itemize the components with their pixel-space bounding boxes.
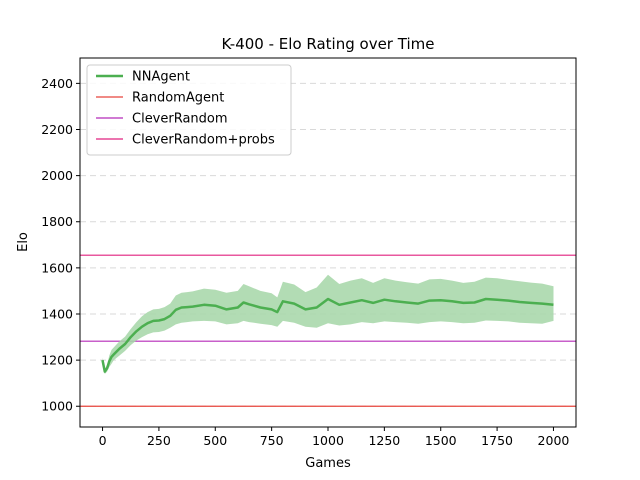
legend-entry-cleverrandom-probs: CleverRandom+probs (96, 133, 275, 148)
axis-ticks: 1000 1200 1400 1600 1800 2000 2200 2400 0 250 500 7… (41, 76, 569, 448)
legend-entry-nnagent: NNAgent (96, 70, 190, 85)
series-line-nnagent (101, 297, 554, 373)
y-tick-label: 1400 (41, 306, 73, 321)
legend-label: CleverRandom (132, 112, 228, 127)
y-tick-label: 2200 (41, 122, 73, 137)
series-layer (101, 274, 554, 374)
x-tick-label: 250 (147, 433, 171, 448)
x-tick-label: 2000 (538, 433, 570, 448)
y-tick-label: 1000 (41, 399, 73, 414)
legend-entry-randomagent: RandomAgent (96, 91, 224, 106)
legend-box (86, 64, 292, 156)
legend-label: NNAgent (132, 70, 190, 85)
x-tick-label: 750 (260, 433, 284, 448)
y-tick-label: 1600 (41, 260, 73, 275)
legend-label: RandomAgent (132, 91, 224, 106)
x-tick-label: 1500 (425, 433, 457, 448)
x-tick-label: 1000 (312, 433, 344, 448)
y-axis-label: Elo (16, 232, 31, 252)
x-tick-label: 1750 (481, 433, 513, 448)
chart-title: K-400 - Elo Rating over Time (222, 35, 435, 53)
y-tick-label: 2400 (41, 76, 73, 91)
y-tick-label: 1200 (41, 353, 73, 368)
legend: NNAgent RandomAgent CleverRandom CleverRand… (86, 64, 292, 156)
y-tick-label: 1800 (41, 214, 73, 229)
y-tick-label: 2000 (41, 168, 73, 183)
legend-entry-cleverrandom: CleverRandom (96, 112, 228, 127)
x-tick-label: 500 (203, 433, 227, 448)
legend-label: CleverRandom+probs (132, 133, 275, 148)
x-tick-label: 1250 (368, 433, 400, 448)
x-axis-label: Games (305, 456, 351, 471)
x-tick-label: 0 (99, 433, 107, 448)
reference-lines (80, 254, 576, 407)
